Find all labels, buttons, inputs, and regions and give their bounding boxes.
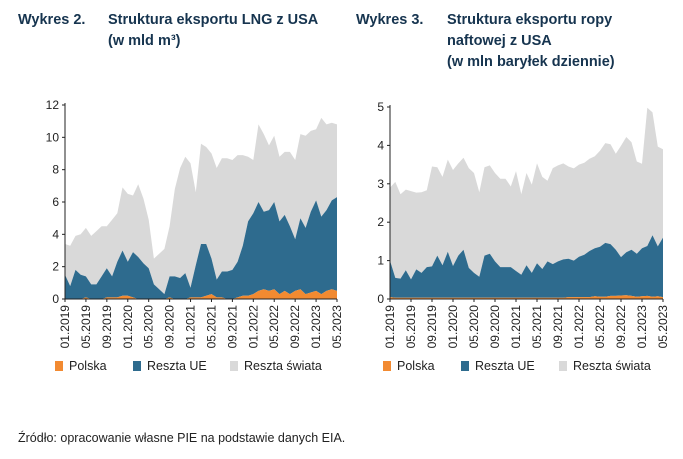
legend-swatch-reszta-ue — [133, 361, 141, 371]
x-tick-label: 09.2021 — [225, 305, 239, 349]
chart-2-title-line: naftowej z USA — [447, 33, 552, 49]
y-tick-label: 6 — [52, 195, 59, 209]
source-note: Źródło: opracowanie własne PIE na podsta… — [18, 431, 346, 445]
legend-label-polska: Polska — [69, 359, 107, 373]
x-tick-label: 05.2020 — [142, 305, 156, 349]
x-tick-label: 09.2022 — [288, 305, 302, 349]
chart-1-number: Wykres 2. — [18, 12, 86, 28]
y-tick-label: 3 — [377, 177, 384, 191]
x-tick-label: 05.2019 — [404, 305, 418, 349]
x-tick-label: 01.2022 — [572, 305, 586, 349]
x-tick-label: 09.2022 — [614, 305, 628, 349]
chart-1-title: Struktura eksportu LNG z USA (w mld m³) — [108, 10, 318, 52]
y-tick-label: 1 — [377, 254, 384, 268]
legend-label-reszta-swiata: Reszta świata — [573, 359, 651, 373]
y-tick-label: 12 — [46, 98, 60, 112]
area-reszta-swiata — [390, 107, 663, 280]
chart-1-plot: 0 2 4 6 8 10 12 01.2019 05.2019 09.2019 01.2020 05.… — [46, 98, 344, 373]
legend-swatch-polska — [55, 361, 63, 371]
x-tick-label: 05.2019 — [79, 305, 93, 349]
area-reszta-ue — [65, 197, 337, 299]
y-tick-label: 4 — [52, 227, 59, 241]
chart-1-title-line: Struktura eksportu LNG z USA — [108, 12, 319, 28]
area-reszta-swiata — [65, 117, 337, 295]
chart-2-title-line: (w mln baryłek dziennie) — [447, 54, 615, 70]
legend-swatch-reszta-swiata — [230, 361, 238, 371]
legend-label-polska: Polska — [397, 359, 435, 373]
x-tick-label: 01.2021 — [184, 305, 198, 349]
y-tick-label: 10 — [46, 130, 60, 144]
chart-2-header: Wykres 3. Struktura eksportu ropy naftow… — [356, 10, 676, 78]
y-tick-label: 2 — [52, 260, 59, 274]
legend-label-reszta-swiata: Reszta świata — [244, 359, 322, 373]
x-tick-label: 05.2022 — [267, 305, 281, 349]
x-tick-label: 09.2021 — [551, 305, 565, 349]
y-tick-label: 5 — [377, 100, 384, 114]
x-tick-label: 01.2021 — [509, 305, 523, 349]
y-tick-label: 2 — [377, 215, 384, 229]
x-tick-label: 01.2019 — [383, 305, 397, 349]
legend-swatch-reszta-swiata — [559, 361, 567, 371]
x-tick-label: 01.2023 — [309, 305, 323, 349]
x-tick-label: 05.2023 — [656, 305, 670, 349]
y-tick-label: 4 — [377, 138, 384, 152]
legend-swatch-polska — [383, 361, 391, 371]
legend-swatch-reszta-ue — [461, 361, 469, 371]
area-polska — [65, 289, 337, 299]
x-tick-label: 01.2019 — [58, 305, 72, 349]
x-tick-label: 09.2020 — [488, 305, 502, 349]
y-tick-label: 0 — [52, 292, 59, 306]
x-tick-label: 09.2019 — [100, 305, 114, 349]
legend-label-reszta-ue: Reszta UE — [475, 359, 535, 373]
y-tick-label: 0 — [377, 292, 384, 306]
legend-label-reszta-ue: Reszta UE — [147, 359, 207, 373]
chart-2-title-line: Struktura eksportu ropy — [447, 12, 613, 28]
area-reszta-ue — [390, 235, 663, 298]
chart-2-number: Wykres 3. — [356, 12, 424, 28]
y-tick-label: 8 — [52, 163, 59, 177]
chart-1-header: Wykres 2. Struktura eksportu LNG z USA (… — [18, 10, 348, 56]
area-polska — [390, 295, 663, 299]
chart-2-title: Struktura eksportu ropy naftowej z USA (… — [447, 10, 615, 73]
x-tick-label: 09.2020 — [163, 305, 177, 349]
x-tick-label: 05.2023 — [330, 305, 344, 349]
x-tick-label: 05.2021 — [204, 305, 218, 349]
x-tick-label: 05.2022 — [593, 305, 607, 349]
x-tick-label: 01.2020 — [121, 305, 135, 349]
x-tick-label: 05.2020 — [467, 305, 481, 349]
x-tick-label: 01.2020 — [446, 305, 460, 349]
x-tick-label: 01.2023 — [635, 305, 649, 349]
chart-1-title-line: (w mld m³) — [108, 33, 181, 49]
chart-2-plot: 0 1 2 3 4 5 01.2019 05.2019 09.2019 01.2020 05.202… — [377, 100, 670, 373]
x-tick-label: 01.2022 — [246, 305, 260, 349]
x-tick-label: 05.2021 — [530, 305, 544, 349]
x-tick-label: 09.2019 — [425, 305, 439, 349]
